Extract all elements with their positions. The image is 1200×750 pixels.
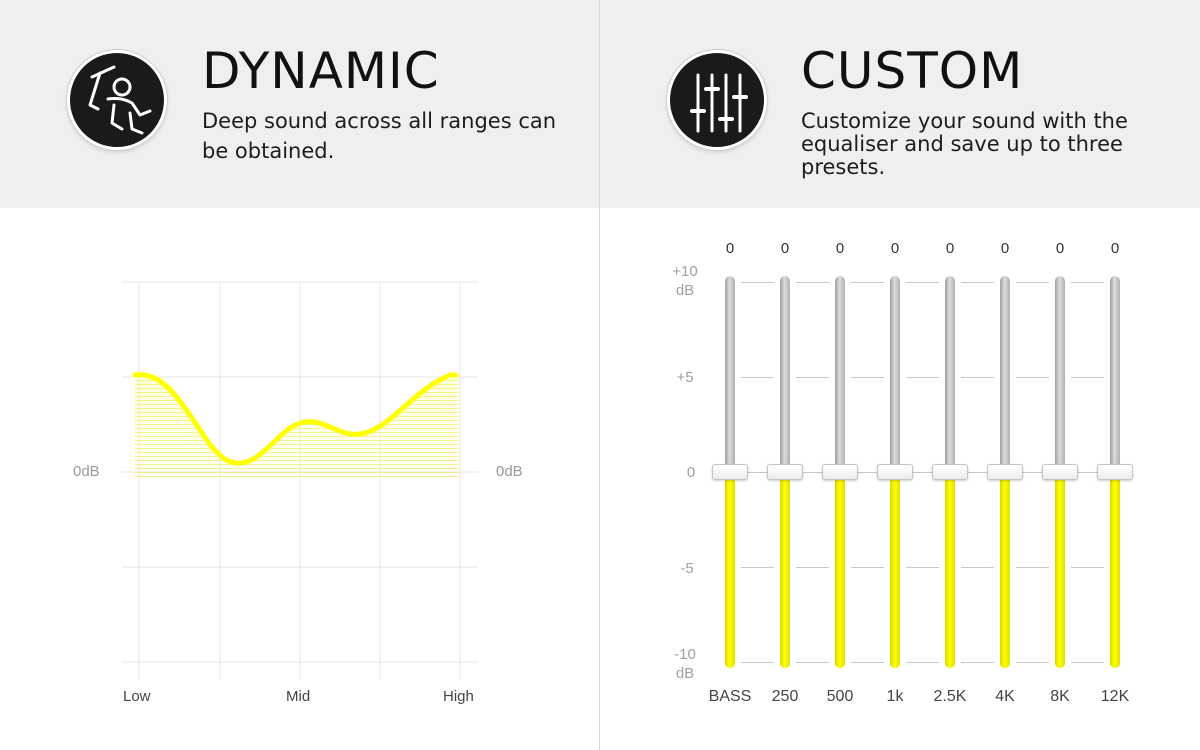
center-divider [599,0,600,750]
eq-tick-mark [961,472,994,473]
eq-tick-mark [851,472,884,473]
eq-tick-mark [906,662,939,663]
eq-tick-mark [796,282,829,283]
x-axis-label-mid: Mid [286,688,311,705]
eq-tick-mark [906,472,939,473]
scale-minus10: -10 dB [660,645,710,683]
eq-tick-mark [1071,377,1104,378]
custom-title: CUSTOM [801,42,1024,100]
eq-slider-fill [1110,472,1120,668]
scale-plus5: +5 [676,369,694,386]
eq-tick-mark [741,377,774,378]
scale-plus10-num: +10 [672,263,698,280]
eq-slider-fill [1000,472,1010,668]
chart-right-0db-label: 0dB [496,463,523,480]
equalizer-sliders-icon [690,73,748,133]
eq-tick-mark [796,377,829,378]
eq-band-value: 0 [1055,240,1065,257]
eq-tick-mark [741,282,774,283]
eq-band-label: 8K [1050,688,1070,705]
eq-band-label: 2.5K [933,688,967,705]
dynamic-eq-curve [132,372,459,466]
eq-tick-mark [741,567,774,568]
scale-zero: 0 [686,464,696,481]
eq-slider-knob[interactable] [767,464,803,480]
eq-tick-mark [906,377,939,378]
scale-minus10-unit: dB [675,665,695,682]
scale-plus10: +10 dB [660,262,710,300]
eq-tick-mark [851,282,884,283]
header-panel [0,0,1200,208]
eq-band-label: 4K [995,688,1015,705]
eq-tick-mark [851,377,884,378]
eq-band-value: 0 [725,240,735,257]
eq-tick-mark [1071,567,1104,568]
eq-band-value: 0 [890,240,900,257]
chart-grid [122,281,478,680]
eq-slider-fill [780,472,790,668]
eq-band-value: 0 [945,240,955,257]
scale-plus10-unit: dB [675,282,695,299]
eq-slider-fill [945,472,955,668]
dynamic-mode-button[interactable] [67,50,167,150]
custom-mode-button[interactable] [667,50,767,150]
eq-band-value: 0 [1110,240,1120,257]
eq-tick-mark [961,282,994,283]
eq-slider-knob[interactable] [822,464,858,480]
eq-slider-knob[interactable] [1042,464,1078,480]
eq-slider-fill [1055,472,1065,668]
eq-tick-mark [1016,377,1049,378]
chart-left-0db-label: 0dB [73,463,100,480]
eq-tick-mark [1071,472,1104,473]
eq-tick-mark [741,662,774,663]
eq-tick-mark [1016,662,1049,663]
custom-description-line: presets. [801,155,886,179]
eq-tick-mark [796,662,829,663]
eq-band-label: BASS [708,688,752,705]
eq-slider-knob[interactable] [932,464,968,480]
dynamic-title: DYNAMIC [202,42,440,100]
eq-tick-mark [796,472,829,473]
eq-tick-mark [961,567,994,568]
dancing-figure-icon [88,65,152,135]
eq-band-value: 0 [780,240,790,257]
eq-tick-mark [851,662,884,663]
eq-slider-fill [835,472,845,668]
eq-tick-mark [961,377,994,378]
eq-tick-mark [1016,567,1049,568]
eq-slider-fill [725,472,735,668]
eq-tick-mark [796,567,829,568]
eq-slider-knob[interactable] [1097,464,1133,480]
dynamic-eq-chart [122,281,478,680]
eq-tick-mark [1071,662,1104,663]
eq-tick-mark [906,567,939,568]
eq-tick-mark [1016,282,1049,283]
eq-slider-knob[interactable] [987,464,1023,480]
eq-band-value: 0 [835,240,845,257]
eq-band-label: 1k [886,688,904,705]
eq-band-label: 500 [826,688,854,705]
eq-tick-mark [1071,282,1104,283]
scale-minus5: -5 [680,560,694,577]
eq-band-label: 12K [1100,688,1130,705]
eq-tick-mark [851,567,884,568]
x-axis-label-low: Low [123,688,151,705]
dynamic-description: Deep sound across all ranges can be obta… [202,106,556,166]
eq-tick-mark [1016,472,1049,473]
eq-slider-knob[interactable] [877,464,913,480]
custom-description-line: equaliser and save up to three [801,132,1123,156]
eq-tick-mark [906,282,939,283]
eq-tick-mark [961,662,994,663]
scale-minus10-num: -10 [674,646,696,663]
dynamic-description-line: be obtained. [202,139,335,163]
custom-description: Customize your sound with the equaliser … [801,110,1128,179]
eq-band-value: 0 [1000,240,1010,257]
custom-description-line: Customize your sound with the [801,109,1128,133]
dynamic-description-line: Deep sound across all ranges can [202,109,557,133]
x-axis-label-high: High [443,688,474,705]
eq-slider-fill [890,472,900,668]
eq-tick-mark [741,472,774,473]
eq-band-label: 250 [771,688,799,705]
eq-slider-knob[interactable] [712,464,748,480]
